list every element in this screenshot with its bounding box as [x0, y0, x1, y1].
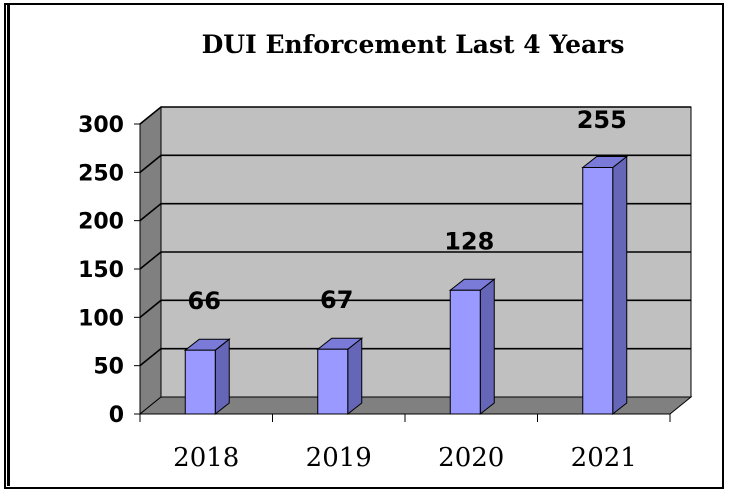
bar-side — [347, 337, 363, 416]
data-label: 67 — [320, 286, 353, 314]
bar-side — [479, 278, 495, 416]
bars — [183, 155, 629, 416]
gridline — [139, 347, 691, 367]
x-tick-label: 2018 — [173, 443, 239, 473]
chart-frame-inner — [7, 3, 724, 486]
bar-2019 — [316, 337, 364, 416]
bar-side — [612, 155, 628, 416]
data-label: 66 — [188, 287, 221, 315]
y-axis: 0 50 100 150 200 250 300 — [78, 113, 141, 428]
gridlines — [139, 106, 691, 367]
bar-2020 — [448, 278, 496, 416]
gridline — [139, 299, 691, 318]
gridline — [139, 154, 691, 173]
y-tick-label: 0 — [109, 403, 124, 428]
bar-2018 — [183, 338, 231, 416]
y-tick-label: 250 — [78, 161, 124, 186]
chart-title: DUI Enforcement Last 4 Years — [202, 30, 625, 59]
y-tick-label: 50 — [93, 355, 124, 380]
y-tick-label: 100 — [78, 306, 124, 331]
gridline — [139, 202, 691, 222]
data-label: 128 — [444, 227, 494, 255]
bar-front — [582, 166, 614, 415]
gridline — [139, 251, 691, 270]
bar-front — [184, 349, 216, 415]
bar-front — [449, 289, 481, 415]
x-tick-label: 2021 — [571, 443, 637, 473]
x-axis: 2018 2019 2020 2021 — [139, 413, 671, 473]
x-tick-label: 2020 — [438, 443, 504, 473]
bar-front — [317, 348, 349, 415]
gridline — [139, 106, 691, 125]
y-tick-label: 300 — [78, 113, 124, 138]
x-tick-label: 2019 — [306, 443, 372, 473]
y-tick-label: 150 — [78, 258, 124, 283]
bar-side — [214, 338, 230, 416]
y-tick-label: 200 — [78, 210, 124, 235]
bar-2021 — [581, 155, 629, 416]
data-label: 255 — [577, 106, 627, 134]
data-labels: 66 67 128 255 — [188, 106, 627, 315]
